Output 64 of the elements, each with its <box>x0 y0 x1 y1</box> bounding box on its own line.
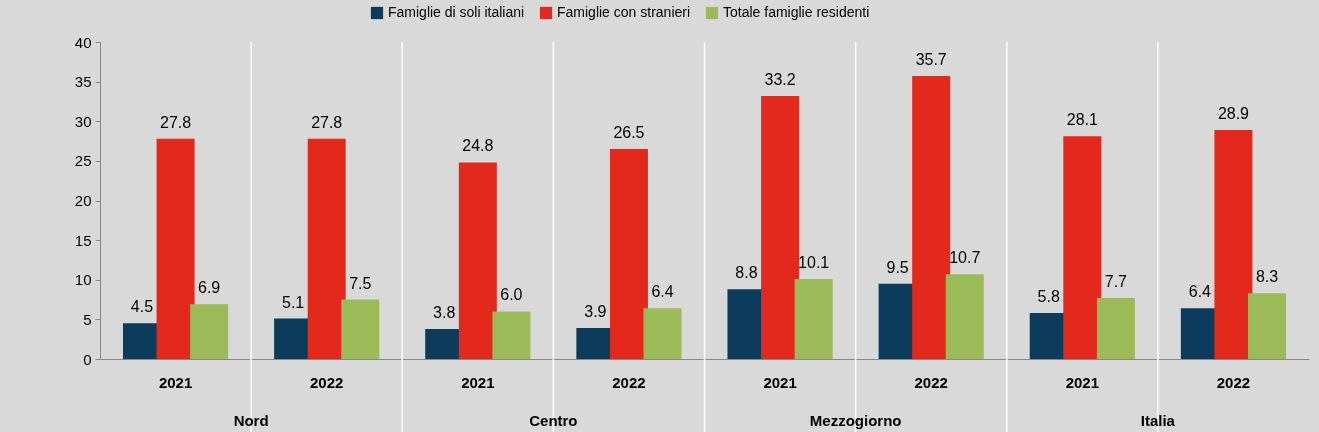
bar <box>945 274 984 359</box>
data-label: 10.7 <box>949 249 981 267</box>
data-label: 6.0 <box>500 286 523 304</box>
data-label: 24.8 <box>462 137 494 155</box>
data-label: 28.9 <box>1217 104 1250 122</box>
bar <box>458 162 497 359</box>
bar <box>794 278 833 359</box>
data-label: 5.1 <box>281 293 305 311</box>
data-label: 33.2 <box>764 70 796 88</box>
bar <box>156 138 195 359</box>
bar <box>761 95 800 359</box>
text: Nord <box>233 412 269 429</box>
legend-label: Famiglie con stranieri <box>557 4 691 20</box>
data-label: 27.8 <box>159 113 192 131</box>
data-label: 3.8 <box>433 303 456 321</box>
bar <box>643 308 682 359</box>
y-tick-label: 35 <box>74 73 92 91</box>
data-label: 3.9 <box>584 303 607 321</box>
data-label: 28.1 <box>1066 111 1098 129</box>
data-label: 8.8 <box>735 264 758 282</box>
data-label: 6.4 <box>651 283 674 301</box>
x-tick-label: 2021 <box>461 373 495 391</box>
bar <box>609 148 648 359</box>
data-label: 6.4 <box>1188 283 1212 301</box>
text: Italia <box>1140 412 1176 429</box>
data-label: 10.1 <box>798 253 830 271</box>
y-tick-label: 10 <box>74 271 92 289</box>
bar <box>1063 136 1102 359</box>
y-tick-label: 20 <box>74 192 92 209</box>
x-tick-label: 2022 <box>914 373 948 391</box>
y-tick-label: 5 <box>83 310 92 328</box>
x-tick-label: 2021 <box>763 373 797 391</box>
bar <box>492 311 531 359</box>
x-tick-label: 2022 <box>310 373 344 391</box>
bar <box>1096 297 1135 359</box>
data-label: 6.9 <box>198 279 221 297</box>
data-label: 8.3 <box>1255 268 1279 286</box>
data-label: 7.7 <box>1104 272 1128 290</box>
x-tick-label: 2021 <box>1065 373 1099 391</box>
y-tick-label: 30 <box>74 112 92 130</box>
legend-label: Famiglie di soli italiani <box>388 4 525 20</box>
data-label: 7.5 <box>349 274 372 292</box>
y-tick-label: 25 <box>74 152 92 170</box>
data-label: 4.5 <box>130 298 154 316</box>
y-tick-label: 15 <box>74 231 92 249</box>
x-tick-label: 2022 <box>1216 373 1251 391</box>
bar <box>1248 293 1287 359</box>
y-tick-label: 40 <box>74 33 92 51</box>
y-tick-label: 0 <box>83 350 92 368</box>
x-tick-label: 2022 <box>612 373 646 391</box>
text: Mezzogiorno <box>809 412 902 429</box>
data-label: 5.8 <box>1037 288 1060 306</box>
legend-label: Totale famiglie residenti <box>723 4 870 20</box>
text: Centro <box>529 412 578 429</box>
data-label: 35.7 <box>915 51 947 69</box>
bar <box>341 299 380 359</box>
bar <box>190 304 229 359</box>
bar <box>307 138 346 359</box>
data-label: 26.5 <box>613 123 645 141</box>
data-label: 9.5 <box>886 258 909 276</box>
x-tick-label: 2021 <box>158 373 193 391</box>
bar <box>1214 129 1253 359</box>
data-label: 27.8 <box>311 113 343 131</box>
bar <box>912 76 951 359</box>
